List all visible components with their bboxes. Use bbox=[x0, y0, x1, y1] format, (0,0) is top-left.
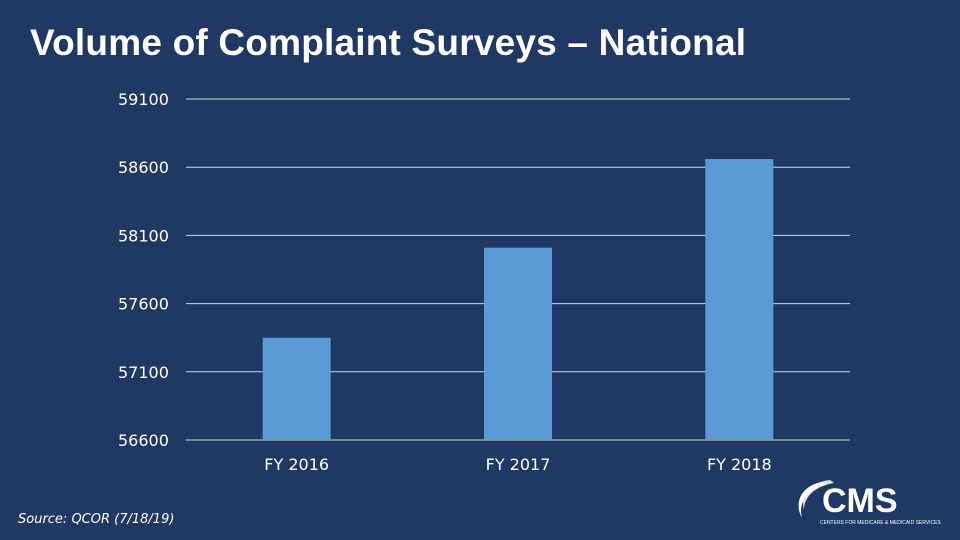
x-tick-label: FY 2018 bbox=[707, 455, 772, 474]
x-tick-label: FY 2016 bbox=[264, 455, 329, 474]
bar bbox=[484, 247, 552, 440]
y-tick-label: 58600 bbox=[118, 158, 169, 177]
y-tick-label: 57600 bbox=[118, 295, 169, 314]
source-note: Source: QCOR (7/18/19) bbox=[18, 512, 175, 527]
cms-logo: CMS CENTERS FOR MEDICARE & MEDICAID SERV… bbox=[798, 480, 941, 526]
bar bbox=[262, 337, 331, 440]
y-tick-label: 59100 bbox=[118, 90, 169, 109]
y-tick-label: 58100 bbox=[118, 226, 169, 245]
slide-title: Volume of Complaint Surveys – National bbox=[30, 22, 747, 63]
y-tick-label: 57100 bbox=[118, 363, 169, 382]
x-tick-label: FY 2017 bbox=[486, 455, 551, 474]
y-tick-label: 56600 bbox=[118, 431, 169, 450]
logo-subtext: CENTERS FOR MEDICARE & MEDICAID SERVICES bbox=[820, 520, 941, 526]
logo-text: CMS bbox=[822, 482, 898, 520]
bar bbox=[705, 159, 774, 441]
